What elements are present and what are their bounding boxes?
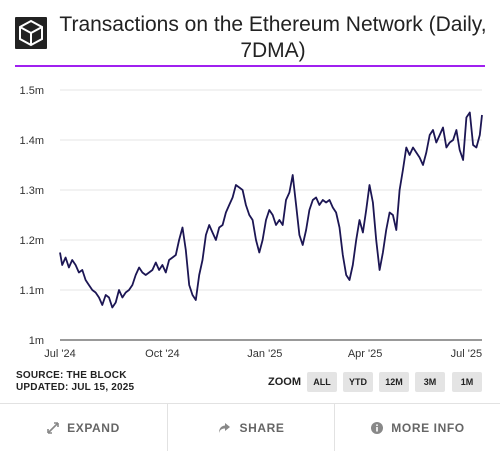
- line-chart: 1m 1.1m 1.2m 1.3m 1.4m 1.5m Jul '24 Oct '24 Jan …: [20, 85, 483, 360]
- x-tick-label: Oct '24: [145, 348, 180, 360]
- expand-arrows-icon: [47, 421, 59, 434]
- updated-label: UPDATED: JUL 15, 2025: [16, 382, 135, 393]
- y-tick-label: 1.2m: [20, 235, 44, 247]
- x-tick-label: Jul '24: [44, 348, 75, 360]
- y-tick-label: 1.5m: [20, 85, 44, 97]
- source-info: SOURCE: THE BLOCK UPDATED: JUL 15, 2025: [16, 370, 134, 394]
- source-label: SOURCE: THE BLOCK: [16, 370, 127, 381]
- y-tick-label: 1m: [29, 335, 44, 347]
- info-circle-icon: [371, 421, 384, 434]
- share-arrow-icon: [218, 422, 231, 434]
- zoom-ytd-button[interactable]: YTD: [343, 372, 373, 392]
- y-tick-label: 1.4m: [20, 135, 44, 147]
- chart-footer: EXPAND SHARE MORE INFO: [0, 403, 500, 451]
- y-tick-label: 1.3m: [20, 185, 44, 197]
- x-tick-label: Apr '25: [348, 348, 383, 360]
- logo-icon: [15, 17, 47, 49]
- chart-title: Transactions on the Ethereum Network (Da…: [59, 13, 487, 62]
- zoom-all-button[interactable]: ALL: [307, 372, 337, 392]
- x-tick-label: Jul '25: [451, 348, 482, 360]
- zoom-1m-button[interactable]: 1M: [452, 372, 482, 392]
- expand-label: EXPAND: [67, 420, 120, 435]
- share-button[interactable]: SHARE: [167, 404, 335, 451]
- y-tick-label: 1.1m: [20, 285, 44, 297]
- zoom-label: ZOOM: [268, 376, 301, 388]
- share-label: SHARE: [239, 420, 285, 435]
- series-line: [59, 111, 483, 309]
- more-info-label: MORE INFO: [391, 420, 465, 435]
- expand-button[interactable]: EXPAND: [0, 404, 167, 451]
- zoom-3m-button[interactable]: 3M: [415, 372, 445, 392]
- x-tick-label: Jan '25: [247, 348, 282, 360]
- more-info-button[interactable]: MORE INFO: [334, 404, 500, 451]
- title-divider: [15, 65, 485, 67]
- chart-header: Transactions on the Ethereum Network (Da…: [0, 0, 500, 66]
- zoom-12m-button[interactable]: 12M: [379, 372, 409, 392]
